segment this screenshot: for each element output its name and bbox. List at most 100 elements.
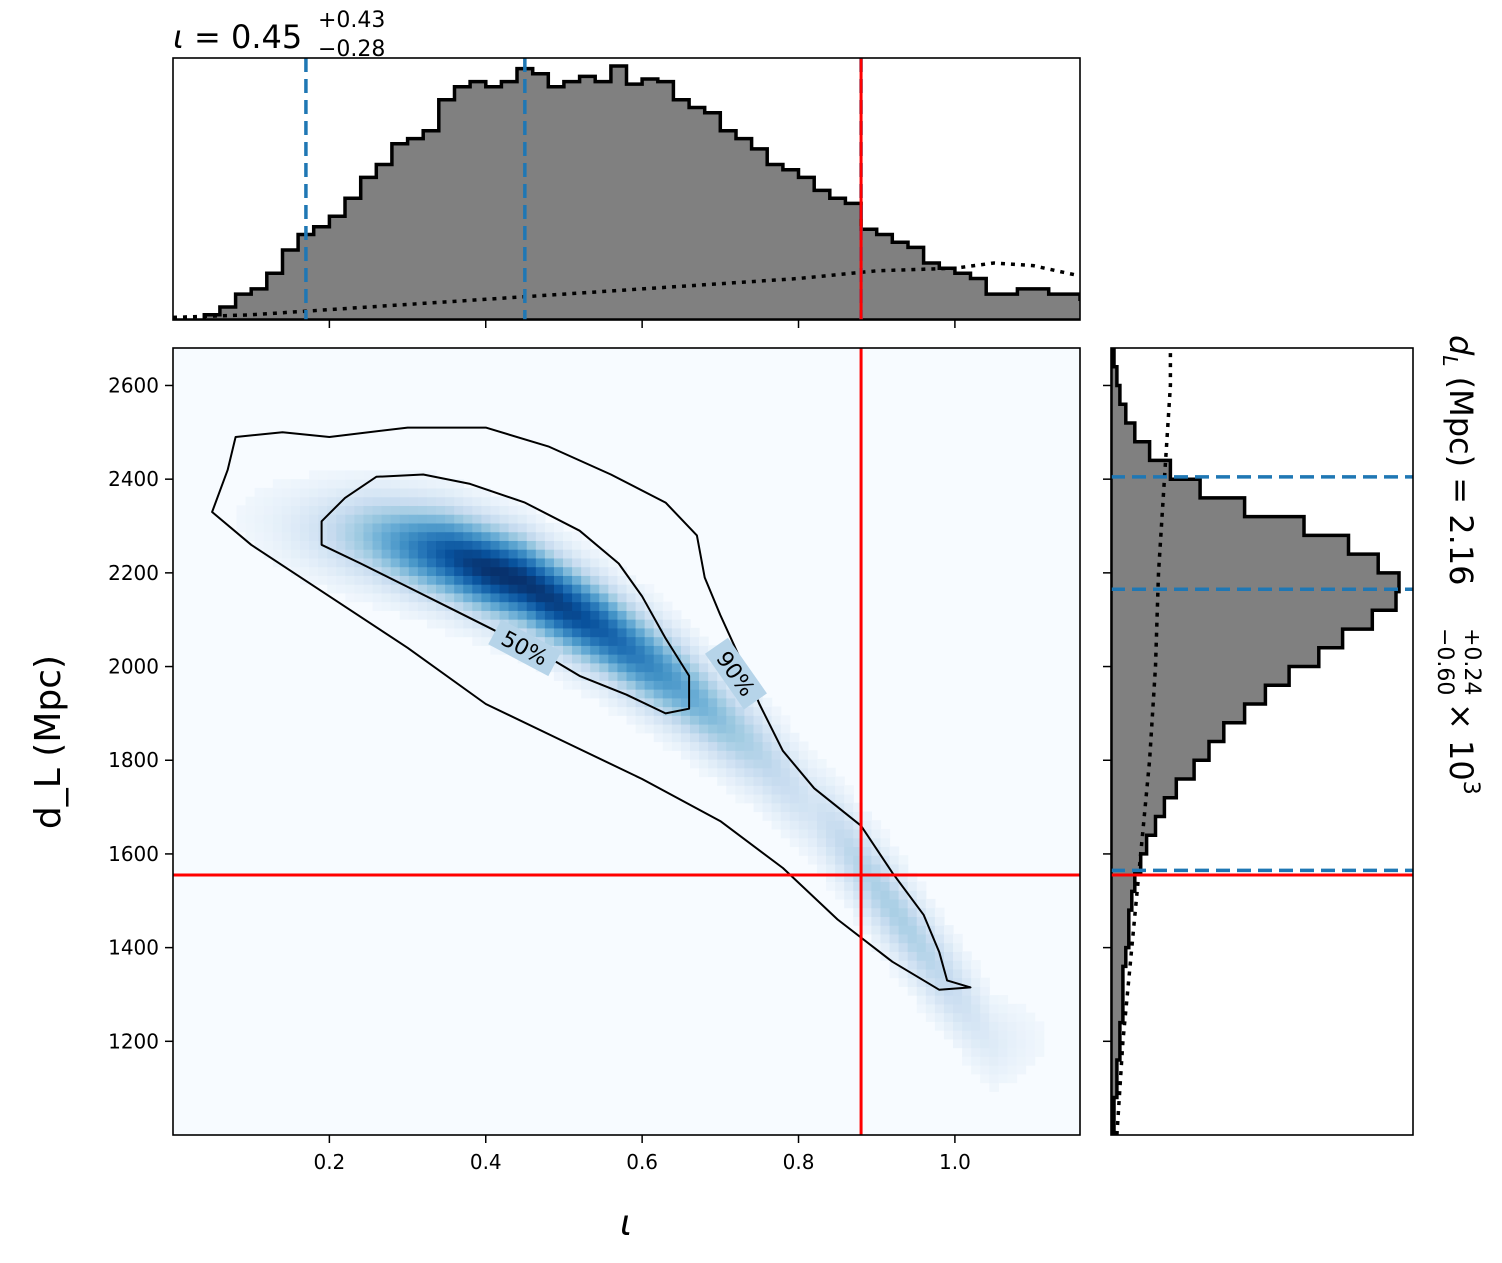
heatmap-cell bbox=[281, 522, 292, 533]
heatmap-cell bbox=[263, 540, 274, 550]
heatmap-cell bbox=[671, 645, 682, 655]
heatmap-cell bbox=[717, 724, 727, 734]
heatmap-cell bbox=[644, 724, 655, 734]
heatmap-cell bbox=[807, 776, 818, 786]
heatmap-cell bbox=[354, 592, 365, 603]
heatmap-cell bbox=[254, 496, 265, 506]
heatmap-cell bbox=[853, 828, 863, 839]
heatmap-cell bbox=[354, 531, 365, 541]
heatmap-cell bbox=[490, 514, 501, 524]
heatmap-cell bbox=[735, 706, 746, 716]
heatmap-cell bbox=[399, 592, 410, 603]
right-title-symbol: d bbox=[1442, 335, 1480, 356]
x-tick-label: 0.6 bbox=[626, 1150, 658, 1174]
heatmap-cell bbox=[445, 479, 455, 489]
heatmap-cell bbox=[581, 549, 591, 559]
heatmap-cell bbox=[898, 890, 909, 900]
heatmap-cell bbox=[998, 1012, 1009, 1022]
heatmap-cell bbox=[689, 741, 700, 751]
heatmap-cell bbox=[699, 750, 709, 760]
heatmap-cell bbox=[943, 925, 954, 935]
heatmap-cell bbox=[689, 645, 700, 655]
heatmap-cell bbox=[508, 514, 519, 524]
heatmap-cell bbox=[708, 750, 718, 760]
heatmap-cell bbox=[662, 662, 673, 673]
heatmap-cell bbox=[962, 995, 972, 1005]
heatmap-cell bbox=[363, 531, 374, 541]
heatmap-cell bbox=[907, 925, 918, 935]
heatmap-cell bbox=[354, 496, 365, 506]
heatmap-cell bbox=[689, 750, 700, 760]
heatmap-cell bbox=[463, 601, 473, 611]
heatmap-cell bbox=[726, 697, 736, 708]
heatmap-cell bbox=[934, 968, 945, 979]
heatmap-cell bbox=[726, 732, 736, 743]
heatmap-cell bbox=[780, 741, 791, 751]
heatmap-cell bbox=[726, 758, 736, 769]
heatmap-cell bbox=[354, 566, 365, 576]
heatmap-cell bbox=[526, 575, 537, 585]
heatmap-cell bbox=[671, 689, 682, 699]
heatmap-cell bbox=[245, 531, 256, 541]
heatmap-cell bbox=[608, 697, 619, 708]
heatmap-cell bbox=[744, 706, 755, 716]
heatmap-cell bbox=[526, 505, 537, 515]
heatmap-cell bbox=[499, 505, 510, 515]
heatmap-cell bbox=[826, 881, 836, 891]
heatmap-cell bbox=[417, 505, 428, 515]
heatmap-cell bbox=[245, 505, 256, 515]
heatmap-cell bbox=[889, 960, 900, 970]
heatmap-cell bbox=[254, 540, 265, 550]
heatmap-cell bbox=[735, 785, 746, 795]
heatmap-cell bbox=[517, 514, 528, 524]
heatmap-cell bbox=[381, 584, 392, 594]
heatmap-cell bbox=[327, 549, 337, 559]
heatmap-cell bbox=[526, 522, 537, 533]
heatmap-cell bbox=[445, 487, 455, 498]
heatmap-cell bbox=[590, 566, 600, 576]
heatmap-cell bbox=[916, 898, 927, 909]
heatmap-cell bbox=[481, 636, 492, 646]
heatmap-cell bbox=[907, 977, 918, 987]
heatmap-cell bbox=[717, 776, 727, 786]
heatmap-cell bbox=[590, 627, 600, 638]
heatmap-cell bbox=[662, 724, 673, 734]
heatmap-cell bbox=[953, 986, 963, 996]
right-title-scale-exp: 3 bbox=[1458, 781, 1483, 795]
heatmap-cell bbox=[563, 584, 573, 594]
heatmap-cell bbox=[626, 662, 637, 673]
heatmap-cell bbox=[871, 942, 882, 952]
heatmap-cell bbox=[662, 671, 673, 681]
heatmap-cell bbox=[635, 654, 646, 664]
heatmap-cell bbox=[472, 566, 482, 576]
joint-x-ticks: 0.2 0.4 0.6 0.8 1.0 bbox=[313, 1135, 971, 1174]
heatmap-cell bbox=[816, 846, 827, 856]
heatmap-cell bbox=[408, 487, 419, 498]
heatmap-cell bbox=[327, 584, 337, 594]
heatmap-cell bbox=[617, 697, 628, 708]
heatmap-cell bbox=[1016, 1012, 1027, 1022]
heatmap-cell bbox=[925, 968, 936, 979]
heatmap-cell bbox=[327, 566, 337, 576]
heatmap-cell bbox=[680, 741, 691, 751]
heatmap-cell bbox=[608, 566, 619, 576]
heatmap-cell bbox=[490, 610, 501, 620]
heatmap-cell bbox=[553, 540, 564, 550]
heatmap-cell bbox=[862, 872, 872, 883]
right-frame bbox=[1110, 347, 1414, 1136]
heatmap-cell bbox=[281, 479, 292, 489]
heatmap-cell bbox=[436, 505, 446, 515]
heatmap-cell bbox=[862, 863, 872, 874]
heatmap-cell bbox=[490, 566, 501, 576]
heatmap-cell bbox=[653, 662, 664, 673]
heatmap-cell bbox=[508, 566, 519, 576]
heatmap-cell bbox=[399, 575, 410, 585]
heatmap-cell bbox=[436, 592, 446, 603]
heatmap-cell bbox=[617, 584, 628, 594]
heatmap-cell bbox=[971, 1021, 981, 1031]
heatmap-cell bbox=[535, 549, 546, 559]
heatmap-cell bbox=[925, 960, 936, 970]
heatmap-cell bbox=[445, 540, 455, 550]
heatmap-cell bbox=[436, 601, 446, 611]
heatmap-cell bbox=[426, 522, 437, 533]
